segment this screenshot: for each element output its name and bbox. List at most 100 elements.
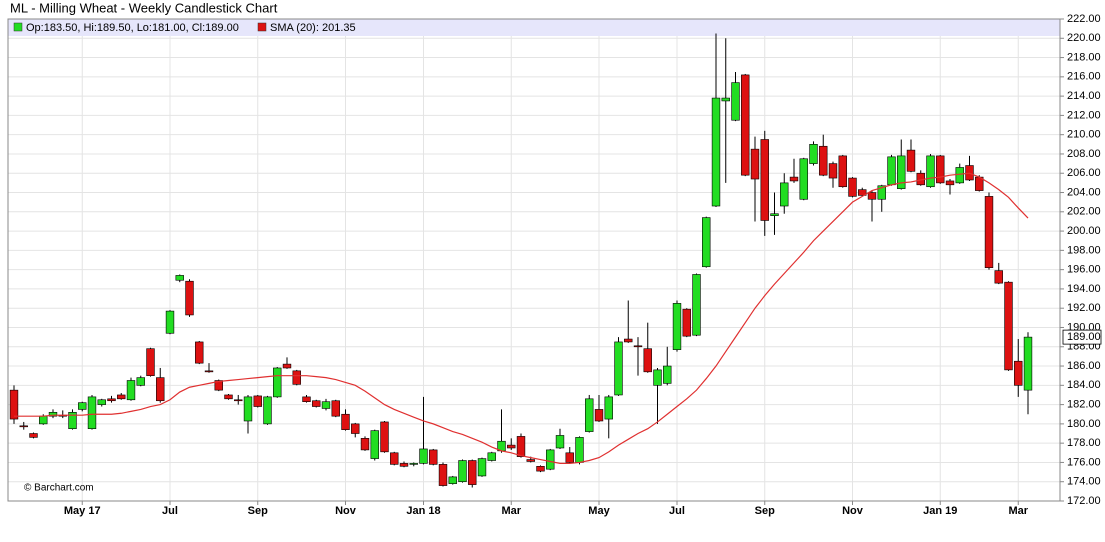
x-tick-label: Jul [669, 505, 685, 517]
y-tick-label: 198.00 [1067, 244, 1101, 256]
candle-body [936, 155, 945, 184]
x-tick-label: Jan 18 [406, 505, 440, 517]
y-tick-label: 202.00 [1067, 206, 1101, 218]
candle-body [282, 363, 292, 369]
candle-body [458, 460, 467, 483]
candle-body [663, 365, 672, 384]
candle-body [370, 430, 379, 459]
last-price-label: 189.00 [1067, 331, 1101, 343]
y-tick-label: 200.00 [1067, 225, 1101, 237]
y-tick-label: 176.00 [1067, 456, 1101, 468]
candle-body [624, 338, 633, 343]
y-tick-label: 186.00 [1067, 360, 1101, 372]
candle-body [906, 149, 916, 172]
y-tick-label: 208.00 [1067, 148, 1101, 160]
candle-body [429, 449, 438, 465]
y-tick-label: 210.00 [1067, 129, 1101, 141]
candle-body [741, 74, 750, 176]
candle-body [819, 145, 828, 176]
candle-body [838, 155, 847, 188]
candle-body [546, 449, 555, 470]
chart-title: ML - Milling Wheat - Weekly Candlestick … [10, 0, 278, 15]
x-tick-label: Sep [248, 505, 268, 517]
plot-frame [7, 18, 1061, 502]
candle-body [507, 444, 516, 449]
y-tick-label: 178.00 [1067, 437, 1101, 449]
candle-body [224, 394, 233, 400]
candle-body [243, 396, 253, 422]
x-tick-label: Mar [501, 505, 521, 517]
candle-body [214, 380, 223, 391]
sma-line [14, 172, 1029, 464]
candle-body [828, 163, 838, 179]
x-tick-label: Nov [335, 505, 357, 517]
candle-body [175, 275, 184, 281]
candle-body [165, 310, 175, 334]
y-tick-label: 204.00 [1067, 186, 1101, 198]
candle-body [438, 464, 448, 486]
candle-body [692, 274, 701, 336]
x-tick-label: Jul [162, 505, 178, 517]
candle-body [789, 176, 799, 182]
candle-body [877, 185, 886, 200]
candle-body [653, 369, 662, 386]
candle-body [887, 156, 896, 186]
candle-body [117, 394, 126, 400]
candle-body [409, 463, 418, 465]
legend-band [8, 19, 1060, 36]
candle-body [604, 396, 613, 420]
candle-body [750, 148, 760, 180]
candle-body [126, 380, 136, 401]
candle-body [760, 139, 769, 221]
x-tick-label: Mar [1008, 505, 1028, 517]
y-tick-label: 222.00 [1067, 13, 1101, 25]
candle-body [351, 423, 360, 434]
candle-body [984, 196, 994, 269]
candle-body [312, 400, 321, 407]
y-tick-label: 206.00 [1067, 167, 1101, 179]
candle-body [468, 460, 477, 485]
candle-body [594, 409, 604, 422]
y-tick-label: 214.00 [1067, 90, 1101, 102]
candle-body [682, 308, 691, 337]
candle-body [731, 82, 740, 121]
candle-body [321, 401, 331, 409]
candle-body [477, 458, 487, 477]
y-tick-label: 220.00 [1067, 32, 1101, 44]
grid [8, 18, 1060, 502]
candle-body [867, 192, 877, 200]
candle-body [945, 180, 955, 186]
candle-body [721, 97, 730, 102]
candle-body [39, 415, 48, 425]
candle-body [234, 399, 243, 402]
y-tick-label: 218.00 [1067, 51, 1101, 63]
y-tick-label: 212.00 [1067, 109, 1101, 121]
candle-body [19, 425, 28, 428]
candle-body [848, 177, 857, 197]
candle-body [87, 396, 97, 430]
plot [9, 33, 1033, 488]
candle-body [292, 370, 301, 385]
candle-body [799, 158, 808, 200]
candle-body [29, 433, 38, 438]
candle-body [195, 341, 204, 364]
candle-body [107, 398, 116, 402]
legend-text: Op:183.50, Hi:189.50, Lo:181.00, Cl:189.… [26, 22, 239, 34]
candle-body [672, 303, 682, 350]
y-tick-label: 196.00 [1067, 264, 1101, 276]
candle-body [1023, 336, 1033, 391]
y-tick-label: 216.00 [1067, 71, 1101, 83]
candle-body [341, 413, 350, 430]
candle-body [399, 463, 409, 467]
y-tick-label: 192.00 [1067, 302, 1101, 314]
candle-body [780, 182, 789, 207]
candle-body [302, 396, 311, 403]
y-tick-label: 194.00 [1067, 283, 1101, 295]
candle-body [390, 452, 399, 465]
legend-text: SMA (20): 201.35 [270, 22, 356, 34]
candle-body [419, 448, 428, 464]
candle-body [360, 438, 370, 451]
y-tick-label: 172.00 [1067, 495, 1101, 507]
candle-body [614, 341, 623, 396]
y-tick-label: 184.00 [1067, 379, 1101, 391]
